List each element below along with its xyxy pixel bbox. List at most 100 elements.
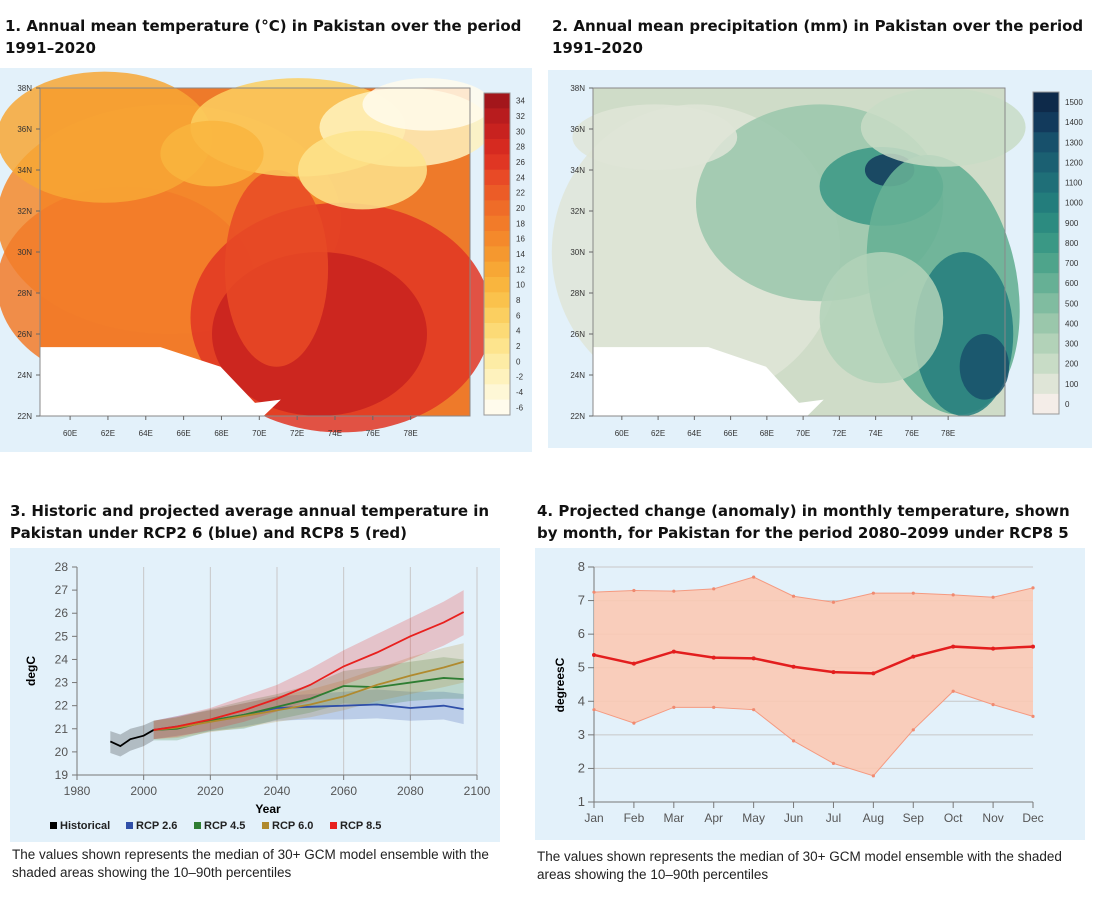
upper-point	[672, 589, 676, 593]
colorbar-label: 30	[516, 127, 525, 136]
lon-tick-label: 62E	[101, 429, 115, 438]
colorbar-label: 16	[516, 235, 525, 244]
x-tick-label: Feb	[624, 811, 645, 825]
lat-tick-label: 24N	[570, 371, 585, 380]
legend-swatch	[194, 822, 201, 829]
lon-tick-label: 76E	[366, 429, 380, 438]
colorbar-label: 14	[516, 250, 525, 259]
colorbar-swatch	[484, 169, 510, 186]
colorbar-swatch	[484, 353, 510, 370]
colorbar-label: 600	[1065, 279, 1079, 288]
colorbar-swatch	[484, 185, 510, 201]
y-tick-label: 21	[55, 722, 69, 736]
colorbar-label: 400	[1065, 319, 1079, 328]
colorbar-swatch	[1033, 333, 1059, 355]
median-point	[592, 652, 596, 657]
y-tick-label: 27	[55, 583, 69, 597]
lon-tick-label: 78E	[404, 429, 418, 438]
colorbar-swatch	[484, 399, 510, 416]
colorbar-swatch	[1033, 152, 1059, 173]
panel1-title: 1. Annual mean temperature (°C) in Pakis…	[5, 17, 522, 57]
x-tick-label: 2080	[397, 784, 424, 798]
x-tick-label: Jun	[784, 811, 803, 825]
colorbar-label: 8	[516, 296, 521, 305]
upper-point	[632, 588, 636, 593]
colorbar-swatch	[1033, 313, 1059, 334]
x-axis-label: Year	[255, 802, 281, 816]
colorbar-label: 200	[1065, 360, 1079, 369]
lat-tick-label: 22N	[17, 412, 32, 421]
colorbar-swatch	[484, 384, 510, 401]
upper-point	[1031, 586, 1035, 590]
line-historical	[109, 729, 155, 748]
legend-swatch	[262, 822, 269, 829]
y-axis-label: degreesC	[553, 657, 567, 712]
x-tick-label: 2040	[264, 784, 291, 798]
lat-tick-label: 26N	[570, 330, 585, 339]
colorbar-label: 20	[516, 204, 525, 213]
colorbar-swatch	[484, 338, 510, 355]
lat-tick-label: 34N	[570, 166, 585, 175]
lat-tick-label: 38N	[17, 84, 32, 93]
lat-tick-label: 32N	[17, 207, 32, 216]
lon-tick-label: 70E	[796, 429, 810, 438]
colorbar-label: 2	[516, 342, 521, 351]
x-tick-label: Aug	[863, 811, 884, 825]
lat-tick-label: 36N	[570, 125, 585, 134]
y-tick-label: 6	[578, 626, 585, 641]
temperature-projection-chart-panel: 1980 2000 2020 2040 2060 2080 2100 19 20 21 22 23 24…	[10, 548, 500, 842]
x-tick-label: 2020	[197, 784, 224, 798]
upper-point	[752, 575, 756, 579]
line-rcp-8-5	[153, 611, 465, 731]
band-rcp-6-0	[153, 643, 464, 740]
lower-point	[712, 705, 716, 709]
lower-point	[951, 689, 955, 693]
upper-point	[712, 587, 716, 591]
map-region	[160, 120, 264, 187]
colorbar-label: 4	[516, 327, 521, 336]
colorbar-swatch	[1033, 353, 1059, 375]
colorbar-label: 1100	[1065, 179, 1083, 188]
upper-point	[951, 593, 955, 597]
colorbar-swatch	[484, 307, 510, 324]
colorbar-label: 26	[516, 158, 525, 167]
lower-percentile-line	[593, 690, 1034, 777]
colorbar-swatch	[484, 369, 510, 385]
y-axis-label: degC	[24, 656, 38, 686]
lat-tick-label: 30N	[570, 248, 585, 257]
line-rcp-6-0	[153, 660, 464, 731]
colorbar-swatch	[484, 292, 510, 309]
lon-tick-label: 60E	[615, 429, 629, 438]
lon-tick-label: 66E	[723, 429, 737, 438]
lower-point	[991, 703, 995, 707]
y-tick-label: 26	[55, 606, 69, 620]
colorbar-label: 34	[516, 97, 525, 106]
colorbar-swatch	[484, 261, 510, 278]
lower-point	[911, 728, 915, 732]
map-region	[0, 186, 255, 384]
y-tick-label: 25	[55, 629, 69, 643]
colorbar-swatch	[484, 93, 510, 109]
colorbar-frame	[1032, 91, 1060, 415]
colorbar-label: 1200	[1065, 158, 1083, 167]
legend-label: RCP 2.6	[136, 820, 177, 832]
lon-tick-label: 74E	[869, 429, 883, 438]
monthly-anomaly-chart: 1 2 3 4 5 6 7 8 Jan Feb Mar Apr May Jun Jul Aug Sep Oct No…	[553, 559, 1044, 825]
colorbar-label: 1400	[1065, 118, 1083, 127]
x-tick-label: 2060	[330, 784, 357, 798]
y-tick-label: 8	[578, 559, 585, 574]
lat-tick-label: 30N	[17, 248, 32, 257]
colorbar-swatch	[1033, 212, 1059, 234]
colorbar-swatch	[1033, 192, 1059, 214]
lon-tick-label: 64E	[687, 429, 701, 438]
colorbar-label: 1300	[1065, 138, 1083, 147]
colorbar-label: 22	[516, 189, 525, 198]
colorbar-swatch	[484, 139, 510, 155]
lower-point	[871, 774, 875, 778]
lon-tick-label: 70E	[252, 429, 266, 438]
upper-point	[831, 600, 836, 604]
x-tick-label: 2100	[464, 784, 491, 798]
x-tick-label: Jan	[584, 811, 603, 825]
band-rcp-2-6	[153, 689, 464, 740]
colorbar-swatch	[1033, 232, 1059, 254]
